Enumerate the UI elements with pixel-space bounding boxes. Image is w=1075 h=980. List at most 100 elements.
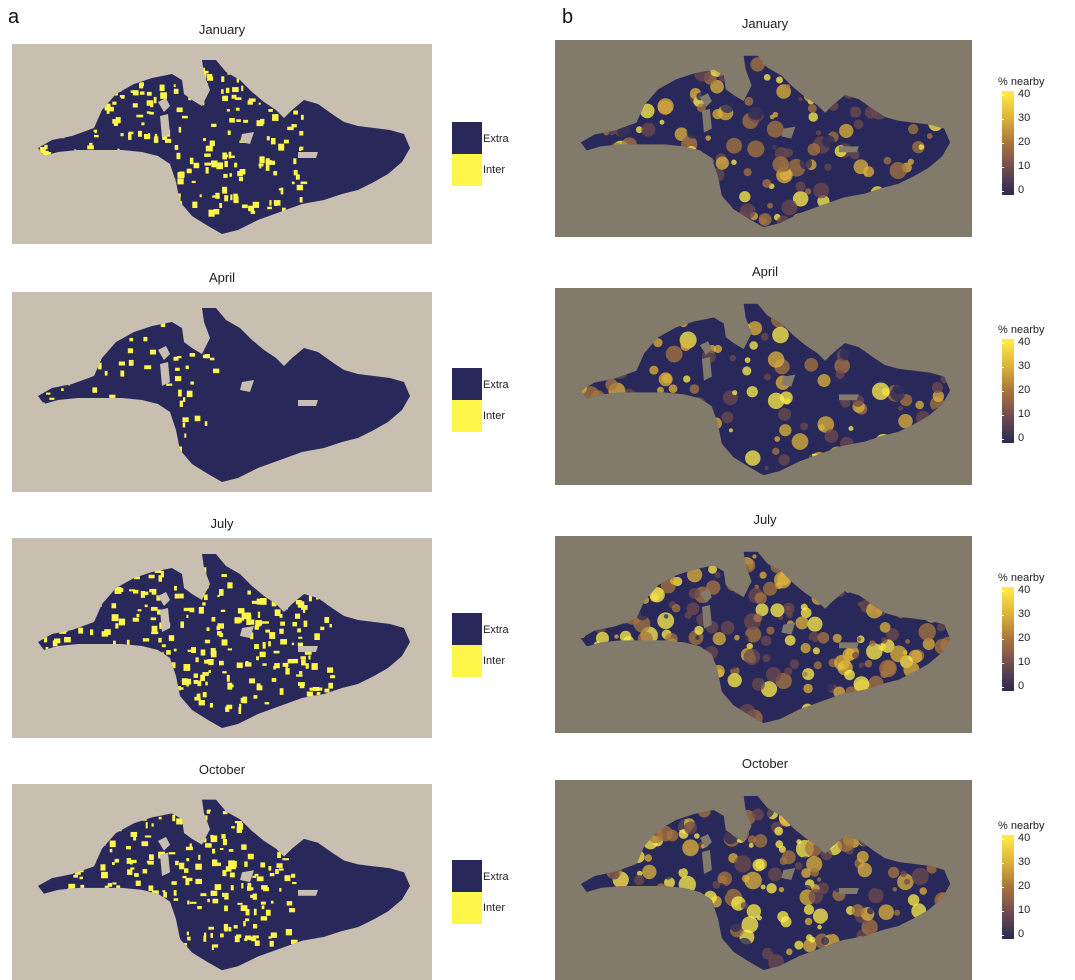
inter-cell (203, 815, 208, 821)
island (158, 346, 170, 360)
inter-cell (180, 687, 184, 690)
inter-cell (300, 181, 308, 185)
nearby-cell (801, 868, 811, 878)
inter-cell (234, 162, 238, 168)
nearby-cell (817, 373, 831, 387)
inter-cell (259, 156, 265, 164)
inter-cell (224, 927, 228, 932)
nearby-cell (784, 635, 796, 646)
nearby-cell (857, 862, 873, 878)
inter-cell (136, 114, 144, 118)
inter-cell (73, 874, 78, 878)
inter-cell (221, 76, 225, 82)
inter-cell (213, 209, 220, 215)
inter-cell (224, 892, 229, 900)
nearby-cell (662, 88, 674, 99)
colorbar-tick-label: 40 (1018, 832, 1031, 844)
inter-cell (267, 206, 272, 210)
inter-cell (247, 886, 252, 891)
nearby-cell (857, 637, 862, 642)
nearby-cell (794, 940, 804, 950)
colorbar-tick-label: 10 (1018, 656, 1031, 668)
nearby-cell (879, 622, 891, 633)
colorbar-tick (1000, 839, 1004, 840)
nearby-cell (743, 168, 752, 177)
map-a-july (12, 538, 432, 738)
inter-cell (324, 688, 330, 693)
inter-cell (158, 575, 162, 582)
inter-cell (280, 639, 287, 645)
island (699, 341, 712, 355)
island (838, 642, 859, 649)
inter-cell (203, 70, 209, 74)
inter-cell (130, 859, 137, 864)
inter-cell (260, 901, 266, 905)
nearby-cell (880, 637, 888, 644)
inter-cell (146, 111, 151, 114)
nearby-cell (740, 902, 748, 910)
map-a-january (12, 44, 432, 244)
colorbar-tick-label: 30 (1018, 608, 1031, 620)
inter-cell (181, 678, 188, 683)
inter-cell (299, 671, 303, 675)
inter-cell (232, 87, 239, 93)
inter-cell (150, 617, 157, 621)
inter-cell (156, 595, 161, 601)
inter-cell (271, 138, 276, 145)
nearby-cell (853, 676, 870, 692)
map-b-october (555, 780, 972, 980)
legend-label-inter: Inter (483, 410, 506, 422)
inter-cell (197, 680, 202, 687)
nearby-cell (734, 855, 752, 873)
nearby-cell (779, 391, 793, 405)
nearby-cell (746, 642, 753, 650)
inter-cell (140, 591, 145, 598)
nearby-cell (905, 639, 910, 644)
nearby-cell (894, 909, 901, 916)
inter-cell (135, 880, 141, 886)
inter-cell (205, 145, 213, 152)
inter-cell (314, 633, 320, 640)
nearby-cell (742, 366, 752, 376)
inter-cell (235, 107, 240, 111)
inter-cell (253, 908, 257, 916)
inter-cell (305, 663, 309, 669)
inter-cell (216, 162, 223, 170)
inter-cell (186, 614, 189, 618)
inter-cell (153, 96, 157, 104)
nearby-cell (728, 428, 733, 433)
island (781, 374, 796, 387)
colorbar-tick-label: 0 (1018, 928, 1025, 940)
nearby-cell (808, 889, 824, 904)
inter-cell (221, 89, 224, 94)
inter-cell (297, 642, 303, 647)
inter-cell (278, 188, 283, 191)
inter-cell (219, 203, 222, 208)
nearby-cell (682, 579, 693, 591)
inter-cell (230, 194, 233, 201)
colorbar-tick (1000, 167, 1004, 168)
inter-cell (224, 195, 229, 202)
inter-cell (236, 76, 239, 83)
inter-cell (215, 192, 220, 199)
nearby-cell (813, 182, 830, 199)
nearby-cell (708, 564, 718, 574)
nearby-cell (634, 874, 645, 886)
inter-cell (287, 659, 294, 664)
legend-label-inter: Inter (483, 164, 506, 176)
nearby-cell (828, 614, 838, 624)
inter-cell (115, 117, 121, 124)
legend-b-january: % nearby 40 30 20 10 0 (998, 76, 1068, 206)
legend-title: % nearby (998, 324, 1045, 336)
inter-cell (104, 103, 111, 111)
inter-cell (173, 84, 176, 88)
nearby-cell (912, 140, 925, 154)
inter-cell (209, 703, 213, 708)
inter-cell (189, 843, 192, 849)
nearby-cell (766, 120, 784, 138)
nearby-cell (918, 623, 936, 641)
inter-cell (252, 875, 257, 878)
inter-cell (291, 939, 298, 945)
inter-cell (189, 607, 195, 613)
nearby-cell (821, 937, 830, 945)
